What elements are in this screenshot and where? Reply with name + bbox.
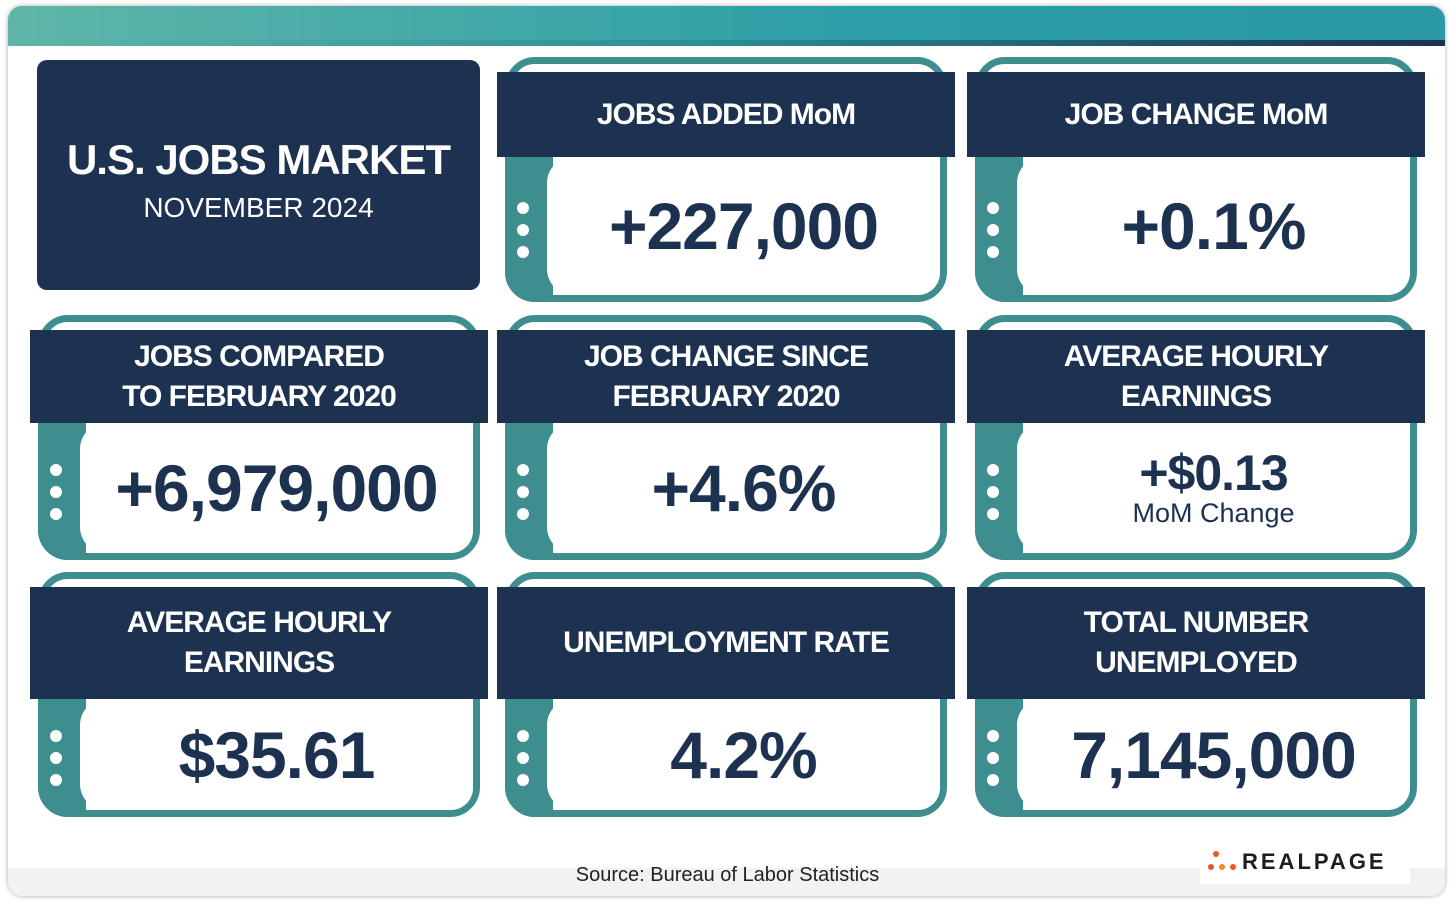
- card-dot: [987, 752, 999, 764]
- card-dot: [987, 245, 999, 258]
- card-body: [1017, 423, 1410, 553]
- card-dot: [987, 201, 999, 214]
- logo-text: REALPAGE: [1242, 849, 1387, 874]
- card-value-area: 4.2%: [547, 699, 940, 810]
- card-header: AVERAGE HOURLY EARNINGS: [30, 587, 488, 699]
- card-body: [547, 423, 940, 553]
- stat-card: AVERAGE HOURLY EARNINGS $35.61: [30, 572, 488, 817]
- card-dot: [517, 463, 529, 476]
- card-dot: [50, 752, 62, 764]
- card-title-line: JOBS COMPARED: [134, 339, 385, 373]
- stat-card: JOBS ADDED MoM +227,000: [497, 57, 955, 302]
- logo: REALPAGE: [1200, 842, 1410, 884]
- card-value-area: $35.61: [80, 699, 473, 810]
- card-value: +$0.13: [1139, 444, 1288, 501]
- card-strip: [505, 157, 553, 302]
- title: U.S. JOBS MARKET: [66, 136, 451, 183]
- card-value: $35.61: [178, 717, 376, 792]
- card-dot: [517, 752, 529, 764]
- card-dot: [987, 223, 999, 236]
- card-dot: [517, 730, 529, 742]
- card-dot: [987, 463, 999, 476]
- card-dot: [50, 730, 62, 742]
- card-header: JOBS ADDED MoM: [497, 72, 955, 157]
- card-body: [547, 157, 940, 295]
- card-value: +6,979,000: [115, 451, 438, 525]
- card-strip: [38, 699, 86, 817]
- card-title-line: JOBS ADDED MoM: [596, 97, 856, 131]
- card-header: JOB CHANGE SINCE FEBRUARY 2020: [497, 330, 955, 423]
- stat-card: JOB CHANGE MoM +0.1%: [967, 57, 1425, 302]
- stat-card: JOB CHANGE SINCE FEBRUARY 2020 +4.6%: [497, 315, 955, 560]
- card-dot: [50, 463, 62, 476]
- card-dot: [987, 774, 999, 786]
- card-body: [80, 699, 473, 810]
- card-dot: [50, 507, 62, 520]
- card-title-line: TOTAL NUMBER: [1083, 606, 1310, 639]
- card-dot: [517, 223, 529, 236]
- card-title-line: EARNINGS: [183, 646, 335, 679]
- stat-card: TOTAL NUMBER UNEMPLOYED 7,145,000: [967, 572, 1425, 817]
- card-value: +0.1%: [1121, 189, 1307, 263]
- card-value-area: 7,145,000: [1017, 699, 1410, 810]
- card-value-area: +6,979,000: [80, 423, 473, 553]
- card-title-line: AVERAGE HOURLY: [126, 606, 392, 639]
- stat-card: UNEMPLOYMENT RATE 4.2%: [497, 572, 955, 817]
- card-strip: [975, 157, 1023, 302]
- card-strip: [38, 423, 86, 560]
- stat-card: AVERAGE HOURLY EARNINGS +$0.13 MoM Change: [967, 315, 1425, 560]
- card-dot: [517, 201, 529, 214]
- card-header: TOTAL NUMBER UNEMPLOYED: [967, 587, 1425, 699]
- card-title-line: JOB CHANGE MoM: [1064, 97, 1329, 131]
- card-title-line: UNEMPLOYMENT RATE: [563, 626, 890, 659]
- card-body: [80, 423, 473, 553]
- card-dot: [517, 245, 529, 258]
- card-strip: [505, 699, 553, 817]
- top-bar: [8, 6, 1445, 46]
- card-dot: [517, 774, 529, 786]
- card-strip: [975, 423, 1023, 560]
- card-strip: [975, 699, 1023, 817]
- card-value-area: +4.6%: [547, 423, 940, 553]
- card-dot: [50, 774, 62, 786]
- card-value-area: +0.1%: [1017, 157, 1410, 295]
- card-value: +227,000: [608, 189, 879, 263]
- card-header: UNEMPLOYMENT RATE: [497, 587, 955, 699]
- title-block: U.S. JOBS MARKET NOVEMBER 2024: [37, 60, 480, 290]
- card-value: 4.2%: [670, 717, 817, 792]
- stat-card: JOBS COMPARED TO FEBRUARY 2020 +6,979,000: [30, 315, 488, 560]
- card-title-line: FEBRUARY 2020: [612, 379, 840, 413]
- card-value: 7,145,000: [1071, 717, 1357, 792]
- card-dot: [50, 485, 62, 498]
- card-title-line: JOB CHANGE SINCE: [583, 339, 869, 373]
- card-header: JOBS COMPARED TO FEBRUARY 2020: [30, 330, 488, 423]
- card-dot: [517, 507, 529, 520]
- subtitle: NOVEMBER 2024: [143, 192, 374, 223]
- card-title-line: EARNINGS: [1120, 379, 1272, 413]
- card-value: +4.6%: [651, 451, 837, 525]
- card-dot: [987, 730, 999, 742]
- card-strip: [505, 423, 553, 560]
- top-bar-stripe: [8, 40, 1445, 46]
- card-note: MoM Change: [1132, 497, 1295, 528]
- card-dot: [987, 485, 999, 498]
- card-value-area: +227,000: [547, 157, 940, 295]
- card-dot: [517, 485, 529, 498]
- card-title-line: TO FEBRUARY 2020: [122, 379, 397, 413]
- card-body: [1017, 699, 1410, 810]
- card-dot: [987, 507, 999, 520]
- source: Source: Bureau of Labor Statistics: [575, 864, 880, 886]
- card-body: [1017, 157, 1410, 295]
- card-title-line: AVERAGE HOURLY: [1063, 339, 1329, 373]
- card-body: [547, 699, 940, 810]
- card-header: JOB CHANGE MoM: [967, 72, 1425, 157]
- logo-dots: [1208, 851, 1236, 870]
- card-value-area: +$0.13 MoM Change: [1017, 423, 1410, 553]
- card-title-line: UNEMPLOYED: [1095, 646, 1298, 679]
- card-header: AVERAGE HOURLY EARNINGS: [967, 330, 1425, 423]
